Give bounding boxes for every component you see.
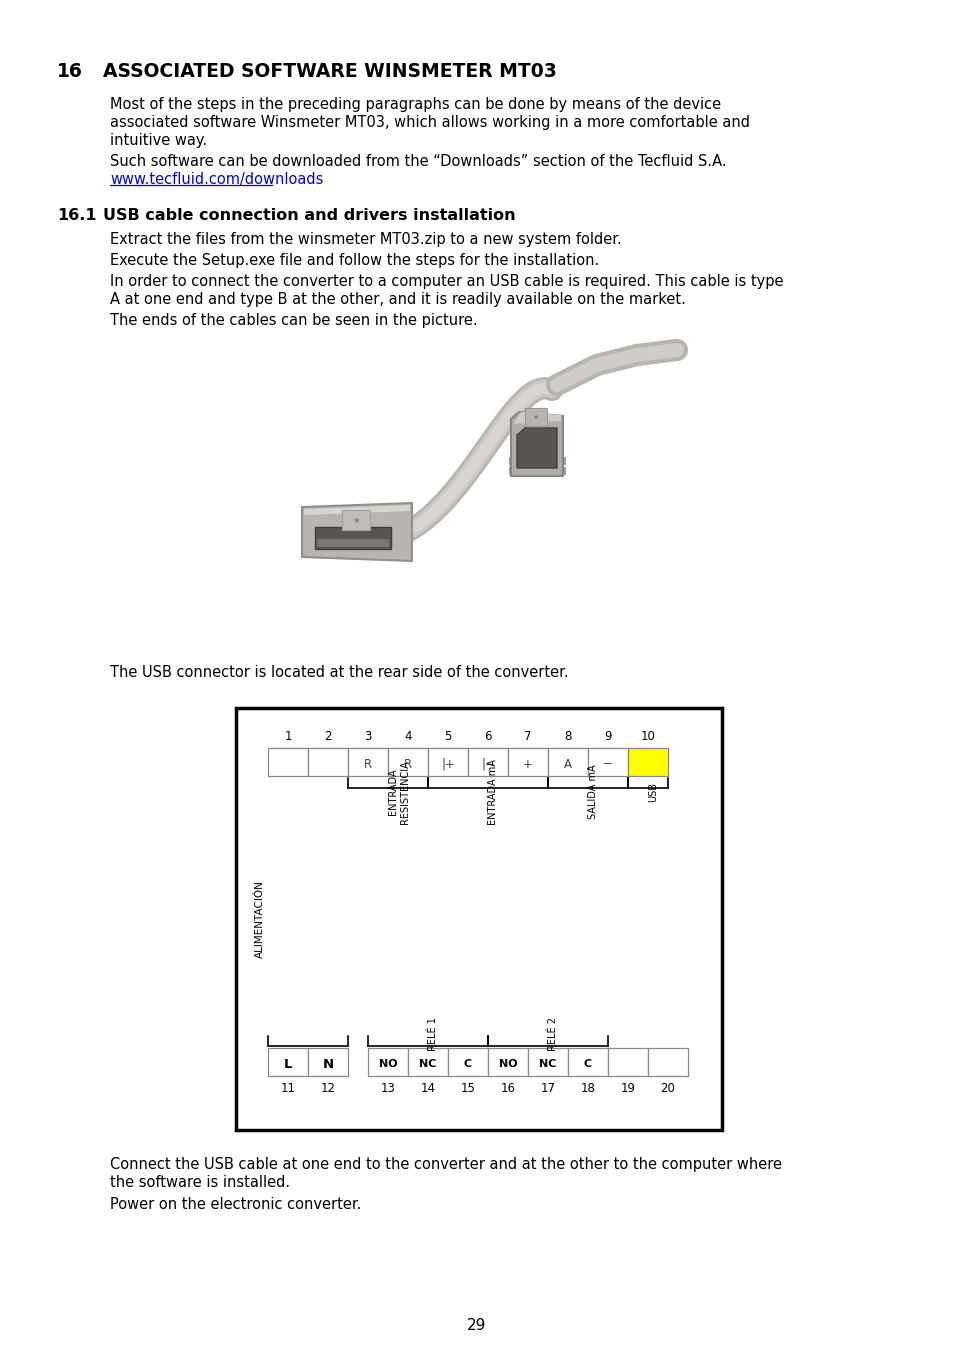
Text: USB: USB xyxy=(647,782,658,803)
Bar xyxy=(318,507,327,554)
Bar xyxy=(408,1048,448,1077)
Text: A: A xyxy=(563,758,572,770)
Text: Power on the electronic converter.: Power on the electronic converter. xyxy=(110,1197,361,1211)
Text: ASSOCIATED SOFTWARE WINSMETER MT03: ASSOCIATED SOFTWARE WINSMETER MT03 xyxy=(103,62,557,81)
Polygon shape xyxy=(511,411,562,476)
Text: 29: 29 xyxy=(467,1318,486,1333)
Text: ★: ★ xyxy=(352,515,359,525)
Text: N: N xyxy=(322,1058,334,1071)
Text: |−: |− xyxy=(480,758,495,770)
Bar xyxy=(509,457,564,464)
Text: 13: 13 xyxy=(380,1082,395,1095)
Text: intuitive way.: intuitive way. xyxy=(110,134,207,148)
Text: −: − xyxy=(602,758,612,770)
Text: 15: 15 xyxy=(460,1082,475,1095)
Text: Such software can be downloaded from the “Downloads” section of the Tecfluid S.A: Such software can be downloaded from the… xyxy=(110,154,726,169)
Text: 10: 10 xyxy=(639,730,655,743)
Text: The USB connector is located at the rear side of the converter.: The USB connector is located at the rear… xyxy=(110,665,568,680)
Text: A at one end and type B at the other, and it is readily available on the market.: A at one end and type B at the other, an… xyxy=(110,291,685,308)
Bar xyxy=(468,747,507,776)
Text: NC: NC xyxy=(538,1059,557,1068)
Text: R: R xyxy=(363,758,372,770)
Bar xyxy=(308,1048,348,1077)
Text: 8: 8 xyxy=(564,730,571,743)
Text: 3: 3 xyxy=(364,730,372,743)
Text: Most of the steps in the preceding paragraphs can be done by means of the device: Most of the steps in the preceding parag… xyxy=(110,97,720,112)
Polygon shape xyxy=(304,505,410,515)
Bar xyxy=(627,747,667,776)
Polygon shape xyxy=(517,428,557,468)
Bar xyxy=(567,1048,607,1077)
Text: 18: 18 xyxy=(580,1082,595,1095)
Bar xyxy=(235,708,721,1130)
Bar xyxy=(547,747,587,776)
Text: 19: 19 xyxy=(619,1082,635,1095)
Text: RELÉ 1: RELÉ 1 xyxy=(428,1017,437,1051)
Bar xyxy=(268,747,308,776)
Bar xyxy=(329,507,336,554)
Text: 11: 11 xyxy=(280,1082,295,1095)
Text: Execute the Setup.exe file and follow the steps for the installation.: Execute the Setup.exe file and follow th… xyxy=(110,254,598,268)
Text: 5: 5 xyxy=(444,730,451,743)
Text: In order to connect the converter to a computer an USB cable is required. This c: In order to connect the converter to a c… xyxy=(110,274,782,289)
Text: +: + xyxy=(522,758,533,770)
Bar xyxy=(587,747,627,776)
Text: USB cable connection and drivers installation: USB cable connection and drivers install… xyxy=(103,208,515,223)
Text: 16: 16 xyxy=(57,62,83,81)
Bar xyxy=(488,1048,527,1077)
Text: NO: NO xyxy=(378,1059,396,1068)
Bar xyxy=(448,1048,488,1077)
Text: NC: NC xyxy=(419,1059,436,1068)
Bar xyxy=(316,540,389,546)
Text: The ends of the cables can be seen in the picture.: The ends of the cables can be seen in th… xyxy=(110,313,477,328)
Text: RELÉ 2: RELÉ 2 xyxy=(547,1017,558,1051)
Text: 4: 4 xyxy=(404,730,412,743)
Text: ENTRADA
RESISTENCIA: ENTRADA RESISTENCIA xyxy=(388,759,409,824)
Text: www.tecfluid.com/downloads: www.tecfluid.com/downloads xyxy=(110,173,323,188)
Text: Extract the files from the winsmeter MT03.zip to a new system folder.: Extract the files from the winsmeter MT0… xyxy=(110,232,621,247)
Bar xyxy=(524,407,546,426)
Bar xyxy=(341,510,370,530)
Text: Connect the USB cable at one end to the converter and at the other to the comput: Connect the USB cable at one end to the … xyxy=(110,1157,781,1172)
Text: 7: 7 xyxy=(524,730,531,743)
Bar xyxy=(607,1048,647,1077)
Text: ALIMENTACIÓN: ALIMENTACIÓN xyxy=(254,880,265,958)
Text: NO: NO xyxy=(498,1059,517,1068)
Text: 12: 12 xyxy=(320,1082,335,1095)
Text: 6: 6 xyxy=(484,730,491,743)
Bar xyxy=(527,1048,567,1077)
Text: 14: 14 xyxy=(420,1082,435,1095)
Text: 2: 2 xyxy=(324,730,332,743)
Bar xyxy=(509,467,564,473)
Text: ★: ★ xyxy=(533,414,538,420)
Text: 17: 17 xyxy=(540,1082,555,1095)
Text: R: R xyxy=(403,758,412,770)
Text: the software is installed.: the software is installed. xyxy=(110,1175,290,1190)
Bar xyxy=(308,747,348,776)
Polygon shape xyxy=(513,411,560,424)
Text: 20: 20 xyxy=(659,1082,675,1095)
Bar xyxy=(507,747,547,776)
Bar xyxy=(647,1048,687,1077)
Text: C: C xyxy=(583,1059,592,1068)
Polygon shape xyxy=(302,503,412,561)
Text: 9: 9 xyxy=(603,730,611,743)
Text: |+: |+ xyxy=(440,758,455,770)
Bar xyxy=(388,747,428,776)
Bar xyxy=(268,1048,308,1077)
Text: C: C xyxy=(463,1059,472,1068)
Text: 1: 1 xyxy=(284,730,292,743)
Bar xyxy=(348,747,388,776)
Bar xyxy=(314,527,391,549)
Bar xyxy=(428,747,468,776)
Text: SALIDA mA: SALIDA mA xyxy=(587,765,598,819)
Text: associated software Winsmeter MT03, which allows working in a more comfortable a: associated software Winsmeter MT03, whic… xyxy=(110,115,749,130)
Bar xyxy=(368,1048,408,1077)
Text: 16: 16 xyxy=(500,1082,515,1095)
Text: 16.1: 16.1 xyxy=(57,208,96,223)
Text: L: L xyxy=(283,1058,292,1071)
Text: ENTRADA mA: ENTRADA mA xyxy=(488,759,497,826)
